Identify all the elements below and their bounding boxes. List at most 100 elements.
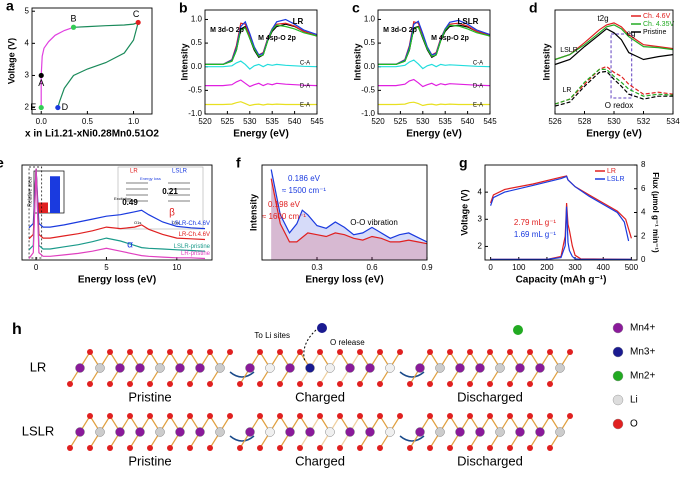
annotation: α <box>127 240 133 251</box>
oxygen <box>337 445 343 451</box>
annotation: O-O vibration <box>350 218 398 227</box>
oxygen <box>207 445 213 451</box>
point <box>70 24 77 30</box>
atom <box>115 427 125 437</box>
annotation: LR <box>563 87 572 94</box>
legend-label: Ch. 4.6V <box>643 13 671 20</box>
oxygen <box>87 381 93 387</box>
oxygen <box>297 413 303 419</box>
atom <box>325 363 335 373</box>
oxygen <box>107 349 113 355</box>
x-tick-label: 540 <box>288 117 302 126</box>
series-line <box>554 68 674 105</box>
atom <box>195 427 205 437</box>
oxygen <box>317 349 323 355</box>
point-label: C <box>133 9 140 19</box>
oxygen <box>507 381 513 387</box>
oxygen <box>337 349 343 355</box>
oxygen <box>317 381 323 387</box>
legend-atom <box>612 418 624 430</box>
y-tick-label: -0.5 <box>361 85 375 94</box>
series-label: LR-pristine <box>181 251 211 257</box>
mn3-ion <box>317 323 327 333</box>
state-label: Pristine <box>128 453 171 468</box>
inset-schematic <box>117 166 204 230</box>
atom <box>495 427 505 437</box>
inset-label: O1s <box>172 220 179 225</box>
annotation: D-A <box>473 84 483 90</box>
series-line <box>28 168 206 260</box>
atom <box>455 427 465 437</box>
x-tick-label: 0.6 <box>366 263 378 272</box>
o-redox-box <box>610 33 633 99</box>
oxygen <box>427 349 433 355</box>
atom <box>515 363 525 373</box>
oxygen <box>207 413 213 419</box>
y-tick-label: 3 <box>478 214 483 223</box>
atom <box>345 427 355 437</box>
x-tick-label: 400 <box>597 263 611 272</box>
series-line <box>378 24 491 65</box>
y-tick-label: 0.0 <box>191 62 203 71</box>
inset-label: Energy loss <box>140 176 161 181</box>
transition-arrow <box>229 435 255 442</box>
x-axis-label: Energy loss (eV) <box>78 275 156 286</box>
atom <box>455 363 465 373</box>
plot-frame <box>261 164 428 261</box>
panel-label: b <box>179 0 188 16</box>
atom <box>155 363 165 373</box>
atom <box>135 427 145 437</box>
annotation: 0.186 eV <box>288 174 321 183</box>
oxygen <box>547 413 553 419</box>
x-tick-label: 535 <box>266 117 280 126</box>
oxygen <box>277 445 283 451</box>
annotation: D-A <box>300 84 310 90</box>
annotation: eg <box>627 29 636 38</box>
atom <box>555 363 565 373</box>
transition-arrow <box>399 435 425 442</box>
atom <box>415 363 425 373</box>
oxygen <box>187 381 193 387</box>
annotation: ≈ 1600 cm⁻¹ <box>262 212 307 221</box>
oxygen <box>127 381 133 387</box>
state-label: Charged <box>295 389 345 404</box>
y-axis-label: Intensity <box>248 194 258 231</box>
atom <box>435 427 445 437</box>
series-line <box>554 70 673 107</box>
y2-tick-label: 2 <box>641 231 646 240</box>
atom <box>285 363 295 373</box>
series-line <box>554 65 674 105</box>
oxygen <box>237 445 243 451</box>
migration-arrow <box>303 329 317 363</box>
point-label: D <box>62 102 69 112</box>
y-tick-label: -1.0 <box>188 109 202 118</box>
oxygen <box>227 349 233 355</box>
oxygen <box>87 349 93 355</box>
oxygen <box>397 349 403 355</box>
x-tick-label: 0.5 <box>82 117 94 126</box>
point <box>135 19 141 26</box>
series-line <box>378 19 491 65</box>
oxygen <box>427 413 433 419</box>
oxygen <box>567 413 573 419</box>
annotation: ≈ 1500 cm⁻¹ <box>282 186 327 195</box>
oxygen <box>147 445 153 451</box>
y-tick-label: 2 <box>25 103 30 112</box>
atom <box>415 427 425 437</box>
oxygen <box>547 445 553 451</box>
y-tick-label: 3 <box>25 71 30 80</box>
oxygen <box>487 445 493 451</box>
y-tick-label: 2 <box>478 242 483 251</box>
series-line <box>554 24 674 61</box>
oxygen <box>377 445 383 451</box>
panel-label: h <box>12 321 22 338</box>
annotation: E-A <box>300 103 310 109</box>
oxygen <box>257 381 263 387</box>
annotation: 2.79 mL g⁻¹ <box>514 218 557 227</box>
oxygen <box>427 445 433 451</box>
series-line <box>378 101 490 107</box>
annotation: C-A <box>473 61 483 67</box>
series-line <box>554 22 674 61</box>
oxygen <box>397 413 403 419</box>
